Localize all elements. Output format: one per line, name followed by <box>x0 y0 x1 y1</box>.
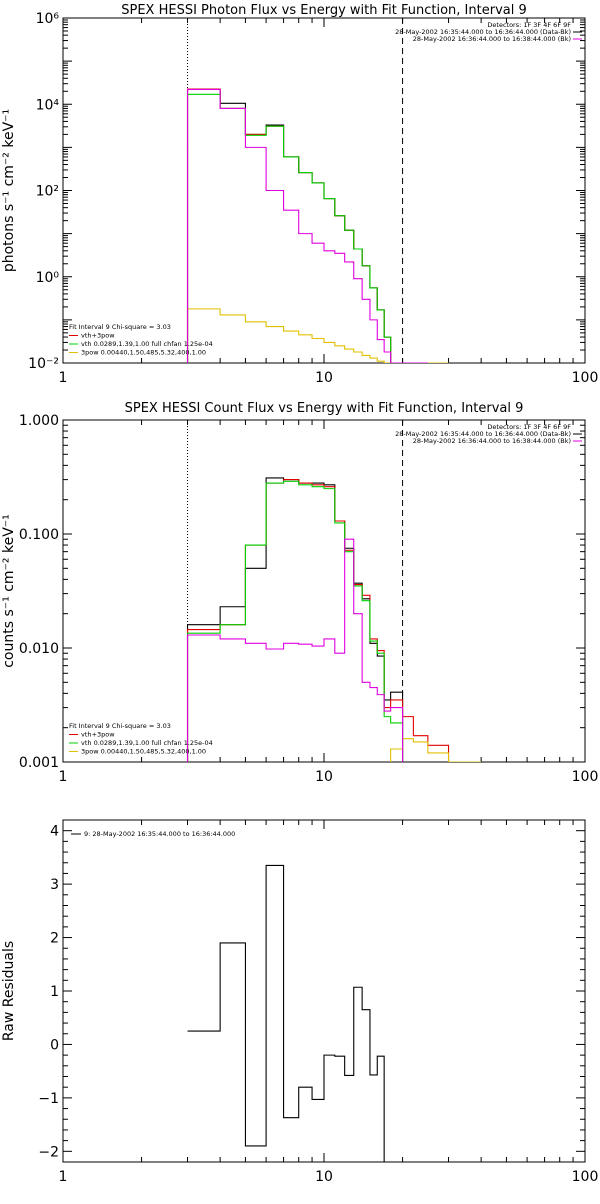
y-tick-label: 0.010 <box>19 641 59 657</box>
fit-legend-text: vth 0.0289,1.39,1.00 full chfan 1.25e-04 <box>81 340 213 348</box>
x-tick-label: 100 <box>572 769 599 785</box>
series-vth-3pow-line <box>186 88 449 363</box>
y-tick-label: 10⁰ <box>36 270 60 286</box>
plot-frame <box>62 419 586 763</box>
info-line: Detectors: 1F 3F 4F 6F 9F <box>487 21 571 29</box>
series-3pow-line <box>186 308 449 363</box>
y-axis-label: Raw Residuals <box>1 941 17 1041</box>
x-tick-label: 100 <box>572 370 599 386</box>
y-axis-label: photons s⁻¹ cm⁻² keV⁻¹ <box>1 109 17 272</box>
x-tick-label: 10 <box>315 1169 333 1185</box>
info-line: 28-May-2002 16:36:44.000 to 16:38:44.000… <box>413 437 571 445</box>
series-vth-line <box>186 93 403 363</box>
info-line: 28-May-2002 16:35:44.000 to 16:36:44.000… <box>395 28 571 36</box>
y-tick-label: 0.001 <box>19 755 59 771</box>
residual-legend-text: 9: 28-May-2002 16:35:44.000 to 16:36:44.… <box>84 830 235 838</box>
fit-legend-text: 3pow 0.00440,1.50,485,5.32,400,1.00 <box>81 349 206 357</box>
x-tick-label: 10 <box>315 769 333 785</box>
series-3pow-line <box>390 738 482 762</box>
y-tick-label: 1 <box>50 984 59 1000</box>
series-vth-line <box>186 480 404 762</box>
y-tick-label: −2 <box>38 1144 59 1160</box>
y-tick-label: 10² <box>36 184 59 200</box>
series-data-bk-line <box>186 88 414 363</box>
y-tick-label: 10⁻² <box>28 356 59 372</box>
info-line: 28-May-2002 16:36:44.000 to 16:38:44.000… <box>413 35 571 43</box>
info-line: 28-May-2002 16:35:44.000 to 16:36:44.000… <box>395 430 571 438</box>
fit-legend-text: vth+3pow <box>81 731 115 739</box>
series-group <box>187 864 385 1162</box>
fit-legend-text: Fit Interval 9 Chi-square = 3.03 <box>69 722 171 730</box>
fit-legend-text: vth 0.0289,1.39,1.00 full chfan 1.25e-04 <box>81 739 213 747</box>
series-group <box>186 88 449 363</box>
fit-legend-text: vth+3pow <box>81 332 115 340</box>
x-tick-label: 1 <box>59 1169 68 1185</box>
series-residuals-line <box>187 864 385 1162</box>
y-tick-label: 2 <box>50 931 59 947</box>
y-tick-label: 3 <box>50 877 59 893</box>
y-tick-label: 10⁴ <box>36 97 60 113</box>
series-bk-line <box>186 88 428 363</box>
x-tick-label: 10 <box>315 370 333 386</box>
panel-3: 1 10 100 −2 −1 0 1 2 3 4 Raw Residuals 9: 28-May-20… <box>1 819 599 1185</box>
chart-title: SPEX HESSI Count Flux vs Energy with Fit… <box>125 401 524 416</box>
y-tick-label: 0.100 <box>19 527 59 543</box>
y-tick-label: 10⁶ <box>36 11 60 27</box>
info-line: Detectors: 1F 3F 4F 6F 9F <box>487 423 571 431</box>
x-tick-label: 100 <box>572 1169 599 1185</box>
series-group <box>186 477 482 762</box>
fit-legend-text: Fit Interval 9 Chi-square = 3.03 <box>69 323 171 331</box>
y-tick-label: −1 <box>38 1091 59 1107</box>
panel-2: SPEX HESSI Count Flux vs Energy with Fit… <box>1 401 598 785</box>
y-tick-label: 4 <box>50 824 59 840</box>
y-axis-label: counts s⁻¹ cm⁻² keV⁻¹ <box>1 514 17 668</box>
y-tick-label: 0 <box>50 1037 59 1053</box>
fit-legend-text: 3pow 0.00440,1.50,485,5.32,400,1.00 <box>81 748 206 756</box>
x-tick-label: 1 <box>59 769 68 785</box>
y-tick-label: 1.000 <box>19 413 59 429</box>
series-bk-line <box>186 538 404 762</box>
series-vth-3pow-line <box>186 479 450 762</box>
x-tick-label: 1 <box>59 370 68 386</box>
plot-frame <box>62 819 586 1163</box>
panel-1: SPEX HESSI Photon Flux vs Energy with Fi… <box>1 3 598 386</box>
chart-title: SPEX HESSI Photon Flux vs Energy with Fi… <box>121 3 527 18</box>
